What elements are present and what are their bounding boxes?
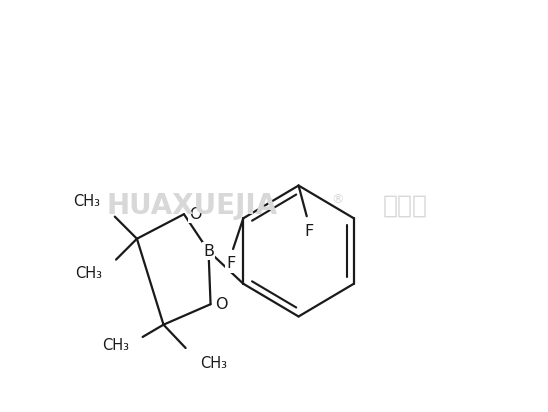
Text: CH₃: CH₃ [75,266,102,281]
Text: ®: ® [331,193,344,206]
Text: CH₃: CH₃ [201,356,227,371]
Text: F: F [304,224,313,239]
Text: CH₃: CH₃ [102,338,129,353]
Text: HUAXUEJIA: HUAXUEJIA [107,192,278,220]
Text: O: O [189,207,201,222]
Text: CH₃: CH₃ [73,194,100,209]
Text: B: B [203,243,214,258]
Text: 化学加: 化学加 [383,194,427,218]
Text: F: F [226,256,236,272]
Text: O: O [215,297,228,312]
